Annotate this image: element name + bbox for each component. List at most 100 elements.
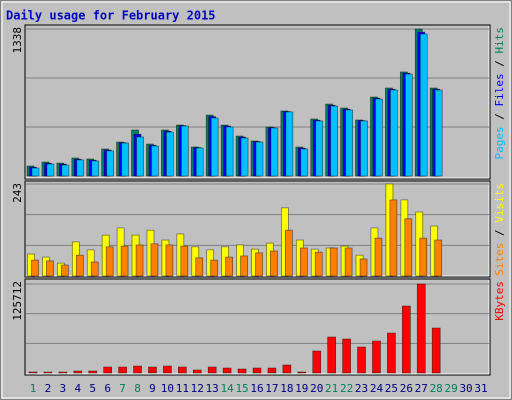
bar: [225, 256, 233, 277]
bar: [58, 371, 68, 374]
bar: [267, 367, 277, 374]
bar: [151, 145, 159, 177]
bar: [118, 366, 127, 374]
bar: [105, 246, 114, 277]
bar: [390, 89, 398, 177]
bar: [431, 327, 441, 374]
bar: [166, 131, 174, 177]
bar: [282, 364, 292, 374]
bar: [73, 370, 83, 374]
bar: [103, 366, 113, 374]
bar: [416, 283, 426, 374]
x-tick-label: 28: [430, 382, 443, 395]
x-tick-label: 5: [89, 382, 96, 395]
bar: [255, 141, 264, 177]
bar: [312, 350, 322, 374]
y-tick-label: 243: [11, 183, 24, 203]
bar: [225, 126, 234, 177]
bar: [270, 250, 278, 277]
bar: [120, 245, 129, 277]
bar: [195, 257, 204, 277]
legend-entry: Hits: [493, 27, 506, 54]
x-tick-label: 18: [280, 382, 293, 395]
bar: [150, 243, 159, 277]
bar: [300, 148, 309, 177]
bar: [207, 366, 217, 374]
bar: [419, 33, 428, 177]
bar: [434, 239, 443, 277]
bar: [285, 111, 294, 177]
y-tick-label: 125712: [11, 281, 24, 321]
bar: [31, 167, 40, 177]
bar: [148, 366, 157, 374]
x-tick-label: 26: [400, 382, 413, 395]
x-tick-label: 13: [206, 382, 219, 395]
bar: [357, 346, 366, 374]
bar: [75, 254, 84, 277]
bar: [434, 89, 443, 177]
bar: [177, 366, 187, 374]
x-tick-label: 29: [445, 382, 458, 395]
bar: [210, 117, 219, 177]
bar: [61, 264, 69, 277]
bar: [329, 247, 338, 277]
x-tick-label: 2: [45, 382, 52, 395]
bar: [359, 258, 368, 277]
legend-separator: /: [493, 223, 506, 243]
legend-separator: /: [493, 107, 506, 127]
bar: [222, 367, 232, 374]
bar: [360, 120, 368, 177]
bar: [297, 371, 307, 374]
bar: [372, 340, 381, 374]
x-tick-label: 6: [104, 382, 111, 395]
legend-entry: Sites: [493, 243, 506, 276]
bar: [88, 370, 98, 374]
x-tick-label: 7: [119, 382, 126, 395]
bar: [28, 371, 38, 374]
bar: [401, 305, 411, 374]
legend-separator: /: [493, 54, 506, 74]
bar: [133, 365, 142, 374]
bar: [345, 109, 353, 177]
x-tick-label: 16: [250, 382, 263, 395]
legend: Pages / Files / Hits: [493, 27, 506, 160]
legend-entry: Visits: [493, 183, 506, 223]
bar: [165, 244, 174, 277]
bar: [46, 163, 55, 177]
legend-entry: Files: [493, 73, 506, 106]
legend-entry: Pages: [493, 126, 506, 159]
chart-title: Daily usage for February 2015: [6, 9, 216, 23]
x-tick-label: 9: [149, 382, 156, 395]
bar: [240, 137, 249, 177]
x-tick-label: 20: [310, 382, 323, 395]
bar: [314, 251, 323, 277]
bar: [90, 261, 99, 277]
bar: [387, 332, 396, 374]
x-tick-label: 12: [191, 382, 204, 395]
bar: [285, 229, 293, 277]
x-tick-label: 23: [355, 382, 368, 395]
bar: [195, 147, 204, 177]
bar: [76, 159, 85, 177]
bar: [163, 365, 172, 374]
y-tick-label: 1338: [11, 27, 24, 54]
bar: [299, 247, 308, 277]
bar: [106, 150, 115, 177]
bar: [374, 237, 383, 277]
bar: [31, 259, 39, 277]
bar: [252, 367, 262, 374]
x-tick-label: 24: [370, 382, 384, 395]
bar: [240, 255, 248, 277]
bar: [389, 199, 398, 277]
bar: [327, 336, 337, 374]
bar: [342, 338, 351, 374]
x-tick-label: 17: [265, 382, 278, 395]
x-tick-label: 22: [340, 382, 353, 395]
bar: [210, 259, 219, 277]
panel: [24, 278, 491, 376]
bar: [180, 125, 189, 177]
x-tick-label: 8: [134, 382, 141, 395]
bar: [192, 369, 202, 374]
